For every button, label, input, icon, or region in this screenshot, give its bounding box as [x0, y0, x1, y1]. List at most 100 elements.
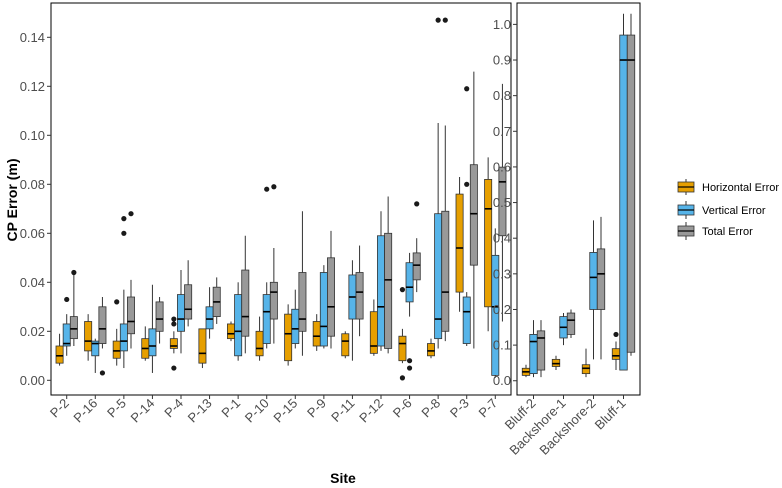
outlier-point	[464, 86, 470, 92]
box-left-s2-c4	[184, 260, 193, 327]
legend-label-vertical: Vertical Error	[702, 205, 766, 217]
box-left-s0-c10	[341, 331, 350, 359]
box-left-s2-c3	[155, 297, 164, 344]
box-left-s1-c1	[91, 338, 100, 373]
box-body	[177, 294, 185, 332]
x-tick-label-left: P-13	[185, 396, 215, 426]
y-tick-label-right: 0.7	[493, 124, 511, 139]
y-tick-label-left: 0.04	[20, 275, 45, 290]
box-body	[566, 312, 576, 335]
box-right-s0-c2	[581, 348, 591, 378]
box-left-s1-c5	[205, 287, 214, 339]
box-body	[91, 340, 100, 357]
box-left-s0-c4	[169, 316, 178, 371]
outlier-point	[99, 370, 106, 376]
box-body	[227, 323, 235, 340]
box-body	[62, 323, 71, 347]
y-tick-label-right: 0.1	[493, 338, 511, 353]
box-left-s0-c15	[484, 157, 493, 332]
legend-label-total: Total Error	[702, 226, 753, 238]
x-tick-label-left: P-8	[418, 396, 443, 421]
box-left-s0-c1	[84, 314, 93, 361]
box-body	[98, 306, 107, 344]
box-left-s2-c9	[327, 230, 335, 349]
box-body	[405, 262, 414, 303]
box-body	[377, 235, 385, 347]
y-tick-label-right: 1.0	[493, 17, 511, 32]
x-tick-label-left: P-2	[47, 396, 72, 421]
y-tick-label-left: 0.02	[20, 324, 45, 339]
box-body	[69, 316, 78, 340]
x-tick-label-left: P-11	[328, 396, 357, 425]
box-left-s2-c11	[384, 196, 393, 354]
outlier-point	[171, 321, 177, 327]
y-tick-label-right: 0.9	[493, 53, 511, 68]
y-tick-label-left: 0.12	[20, 79, 45, 94]
outlier-point	[171, 316, 177, 322]
x-tick-label-left: P-4	[161, 396, 186, 421]
box-left-s0-c5	[198, 328, 207, 369]
x-axis-title: Site	[330, 470, 356, 486]
box-left-s1-c9	[319, 265, 328, 349]
y-axis-title: CP Error (m)	[4, 159, 20, 242]
outlier-point	[613, 331, 619, 338]
box-body	[384, 232, 393, 349]
legend-item-vertical: Vertical Error	[677, 201, 766, 219]
box-left-s2-c14	[469, 71, 478, 349]
box-body	[596, 248, 606, 310]
box-body	[341, 333, 350, 357]
box-left-s1-c3	[148, 284, 157, 373]
box-body	[241, 269, 250, 337]
box-left-s2-c1	[98, 297, 107, 376]
box-body	[298, 272, 307, 332]
x-tick-label-left: P-7	[475, 396, 500, 421]
box-right-s0-c1	[551, 355, 561, 371]
y-tick-label-right: 0.6	[493, 159, 511, 174]
box-body	[484, 178, 493, 308]
box-body	[169, 338, 178, 349]
box-body	[469, 164, 478, 266]
outlier-point	[271, 184, 277, 190]
outlier-point	[264, 186, 270, 192]
box-body	[291, 308, 300, 344]
box-body	[619, 34, 628, 371]
box-body	[127, 296, 135, 335]
x-tick-label-left: P-1	[218, 396, 243, 421]
box-body	[581, 364, 591, 375]
box-body	[529, 334, 538, 375]
box-left-s2-c13	[441, 17, 450, 342]
box-body	[427, 343, 435, 357]
outlier-point	[128, 211, 134, 217]
outlier-point	[71, 269, 77, 276]
box-body	[611, 348, 621, 360]
box-body	[234, 294, 243, 357]
box-left-s1-c12	[405, 252, 414, 371]
x-tick-label-left: P-10	[242, 396, 272, 426]
box-body	[398, 335, 407, 362]
box-left-s1-c15	[491, 228, 500, 378]
box-right-s1-c3	[619, 13, 628, 371]
box-left-s0-c9	[312, 314, 321, 351]
box-body	[312, 321, 321, 347]
box-left-s2-c12	[412, 201, 421, 293]
box-body	[434, 213, 443, 340]
outlier-point	[399, 287, 406, 293]
y-tick-label-right: 0.5	[493, 195, 511, 210]
outlier-point	[171, 365, 177, 371]
outlier-point	[121, 230, 127, 236]
x-tick-label-left: P-15	[270, 396, 300, 426]
y-tick-label-right: 0.3	[493, 266, 511, 281]
outlier-point	[464, 181, 470, 187]
box-body	[55, 345, 64, 364]
y-tick-label-right: 0.4	[493, 231, 511, 246]
y-tick-label-left: 0.06	[20, 226, 45, 241]
y-tick-label-right: 0.0	[493, 373, 511, 388]
box-body	[626, 34, 636, 353]
x-tick-label-left: P-3	[447, 396, 472, 421]
box-body	[441, 210, 450, 332]
legend-item-horizontal: Horizontal Error	[677, 179, 779, 195]
box-body	[462, 296, 471, 344]
box-body	[112, 340, 121, 359]
y-tick-label-left: 0.10	[20, 128, 45, 143]
